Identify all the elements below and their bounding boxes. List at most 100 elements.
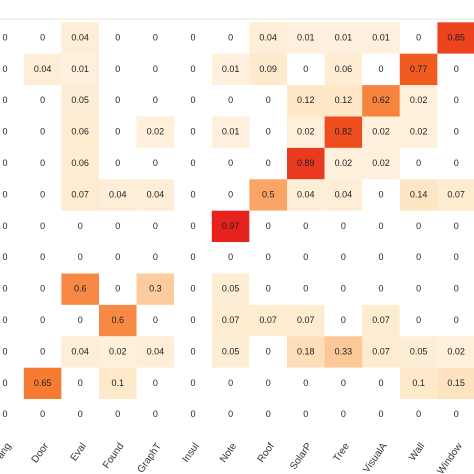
cell-label: 0 [303,409,308,419]
cell-label: 0.05 [222,346,240,356]
cell [99,116,137,148]
x-tick-label: Window [435,440,465,474]
cell-label: 0 [190,378,195,388]
cell [211,304,250,337]
cell-label: 0 [2,252,7,262]
cell-label: 0.04 [109,189,127,199]
cell-label: 0.14 [410,189,428,199]
cell [249,147,287,180]
x-tick-label: SolarP [288,441,314,472]
cell-label: 0 [190,252,195,262]
cell-label: 0.07 [447,189,465,199]
cell [287,85,325,117]
cell [23,399,62,431]
cell [23,210,62,243]
cell-label: 0 [341,284,346,294]
cell-label: 0.1 [112,378,125,388]
cell [61,147,99,180]
cell-label: 0 [78,409,83,419]
cell [399,210,438,243]
cell-label: 0 [115,409,120,419]
cell [0,367,24,400]
cell-label: 0 [2,158,7,168]
cell-label: 0.04 [297,189,315,199]
cell-label: 0.77 [410,64,428,74]
cell [249,304,287,337]
cell [437,367,474,400]
x-tick-label: Roof [256,441,277,465]
cell-label: 0.04 [147,346,165,356]
cell-label: 0.02 [335,158,353,168]
cell-label: 0 [153,252,158,262]
cell [211,53,250,86]
cell-label: 0 [40,346,45,356]
cell [211,273,250,305]
cell-label: 0.04 [71,346,89,356]
cell-label: 0 [454,409,459,419]
cell [437,210,474,243]
cell-label: 0.65 [34,378,52,388]
cell-label: 0 [190,346,195,356]
cell-label: 0 [153,409,158,419]
cell [136,179,175,211]
cell-label: 0.05 [410,346,428,356]
cell [324,399,363,431]
cell-label: 0.02 [147,127,165,137]
cell-label: 0 [153,158,158,168]
cell-label: 0 [341,221,346,231]
cell-label: 0 [454,158,459,168]
cell-label: 0 [266,221,271,231]
cell [99,304,137,337]
cell-label: 0.07 [372,315,390,325]
cell-label: 0 [454,315,459,325]
cell-label: 0 [341,378,346,388]
cell-label: 0 [40,95,45,105]
cell-label: 0.02 [447,346,465,356]
cell [399,147,438,180]
cell-label: 0 [228,95,233,105]
cell [399,22,438,54]
cell [61,85,99,117]
cell-label: 0 [2,346,7,356]
cell-label: 0.97 [222,221,240,231]
cell [61,399,99,431]
cell-label: 0 [190,158,195,168]
cell [399,85,438,117]
x-tick-label: Found [101,441,126,471]
cell-label: 0 [115,95,120,105]
cell [399,304,438,337]
cell [362,367,400,400]
cell [136,85,175,117]
cell [61,210,99,243]
cell-label: 0.85 [447,32,465,42]
cell [287,304,325,337]
cell [399,179,438,211]
cell-label: 0.01 [297,32,315,42]
cell [324,210,363,243]
cell-label: 0 [40,252,45,262]
cell-label: 0 [2,127,7,137]
cell-label: 0 [2,409,7,419]
cell [362,399,400,431]
cell-label: 0 [378,64,383,74]
x-tick-label: VisualA [361,441,390,474]
cell-label: 0 [78,221,83,231]
cell [136,116,175,148]
cell [61,116,99,148]
cell-label: 0.12 [335,95,353,105]
cell [324,242,363,274]
cell [0,22,24,54]
cell [61,242,99,274]
cell-label: 0.07 [222,315,240,325]
cell-label: 0.09 [259,64,277,74]
cell-label: 0 [115,64,120,74]
cell [23,336,62,368]
cell [0,147,24,180]
cell-label: 0 [40,158,45,168]
cell-label: 0.12 [297,95,315,105]
cell [99,273,137,305]
cell-label: 0 [153,64,158,74]
cell-label: 0 [454,95,459,105]
cell-label: 0.01 [372,32,390,42]
cell [249,22,287,54]
